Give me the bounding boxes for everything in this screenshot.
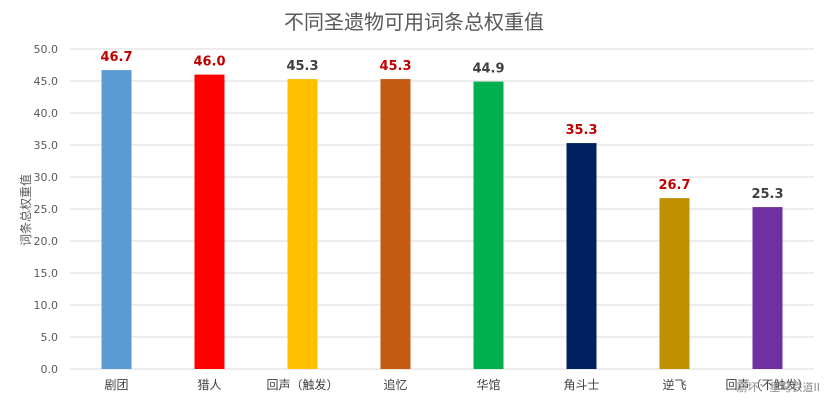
bars <box>101 70 783 370</box>
watermark-text: 崩坏：星穹铁道II <box>737 380 821 394</box>
y-axis-ticks: 0.0 5.0 10.0 15.0 20.0 25.0 30.0 35.0 40.0 45.0 50… <box>34 43 59 376</box>
x-category-label: 逆飞 <box>662 377 686 392</box>
y-tick-label: 25.0 <box>34 203 59 216</box>
bar <box>287 79 318 369</box>
bar <box>101 70 132 370</box>
data-label: 35.3 <box>565 123 597 138</box>
x-category-label: 回声（触发） <box>266 377 338 392</box>
y-tick-label: 30.0 <box>34 171 59 184</box>
y-axis-label: 词条总权重值 <box>18 174 33 246</box>
data-label: 45.3 <box>286 59 318 74</box>
data-labels: 46.7 46.0 45.3 45.3 44.9 35.3 26.7 25.3 <box>100 50 783 202</box>
bar <box>752 207 783 369</box>
chart-title: 不同圣遗物可用词条总权重值 <box>284 10 544 34</box>
y-tick-label: 35.0 <box>34 139 59 152</box>
grid-lines <box>70 48 814 370</box>
y-tick-label: 40.0 <box>34 107 59 120</box>
data-label: 45.3 <box>379 59 411 74</box>
y-tick-label: 15.0 <box>34 267 59 280</box>
data-label: 26.7 <box>658 178 690 193</box>
y-tick-label: 5.0 <box>41 331 59 344</box>
x-category-label: 追忆 <box>383 377 407 392</box>
x-category-label: 回声（不触发） <box>725 377 809 392</box>
data-label: 46.7 <box>100 50 132 65</box>
data-label: 25.3 <box>751 187 783 202</box>
y-tick-label: 50.0 <box>34 43 59 56</box>
bar <box>473 81 504 369</box>
x-category-label: 角斗士 <box>563 378 599 392</box>
bar <box>194 74 225 369</box>
bar <box>380 79 411 369</box>
x-axis-categories: 剧团 猎人 回声（触发） 追忆 华馆 角斗士 逆飞 回声（不触发） <box>104 377 809 392</box>
x-category-label: 华馆 <box>476 377 500 392</box>
y-tick-label: 45.0 <box>34 75 59 88</box>
bar <box>566 143 597 369</box>
y-tick-label: 10.0 <box>34 299 59 312</box>
y-tick-label: 20.0 <box>34 235 59 248</box>
data-label: 46.0 <box>193 55 225 70</box>
x-category-label: 猎人 <box>197 378 221 392</box>
y-tick-label: 0.0 <box>41 363 59 376</box>
x-category-label: 剧团 <box>104 378 128 392</box>
data-label: 44.9 <box>472 62 504 77</box>
bar <box>659 198 690 369</box>
